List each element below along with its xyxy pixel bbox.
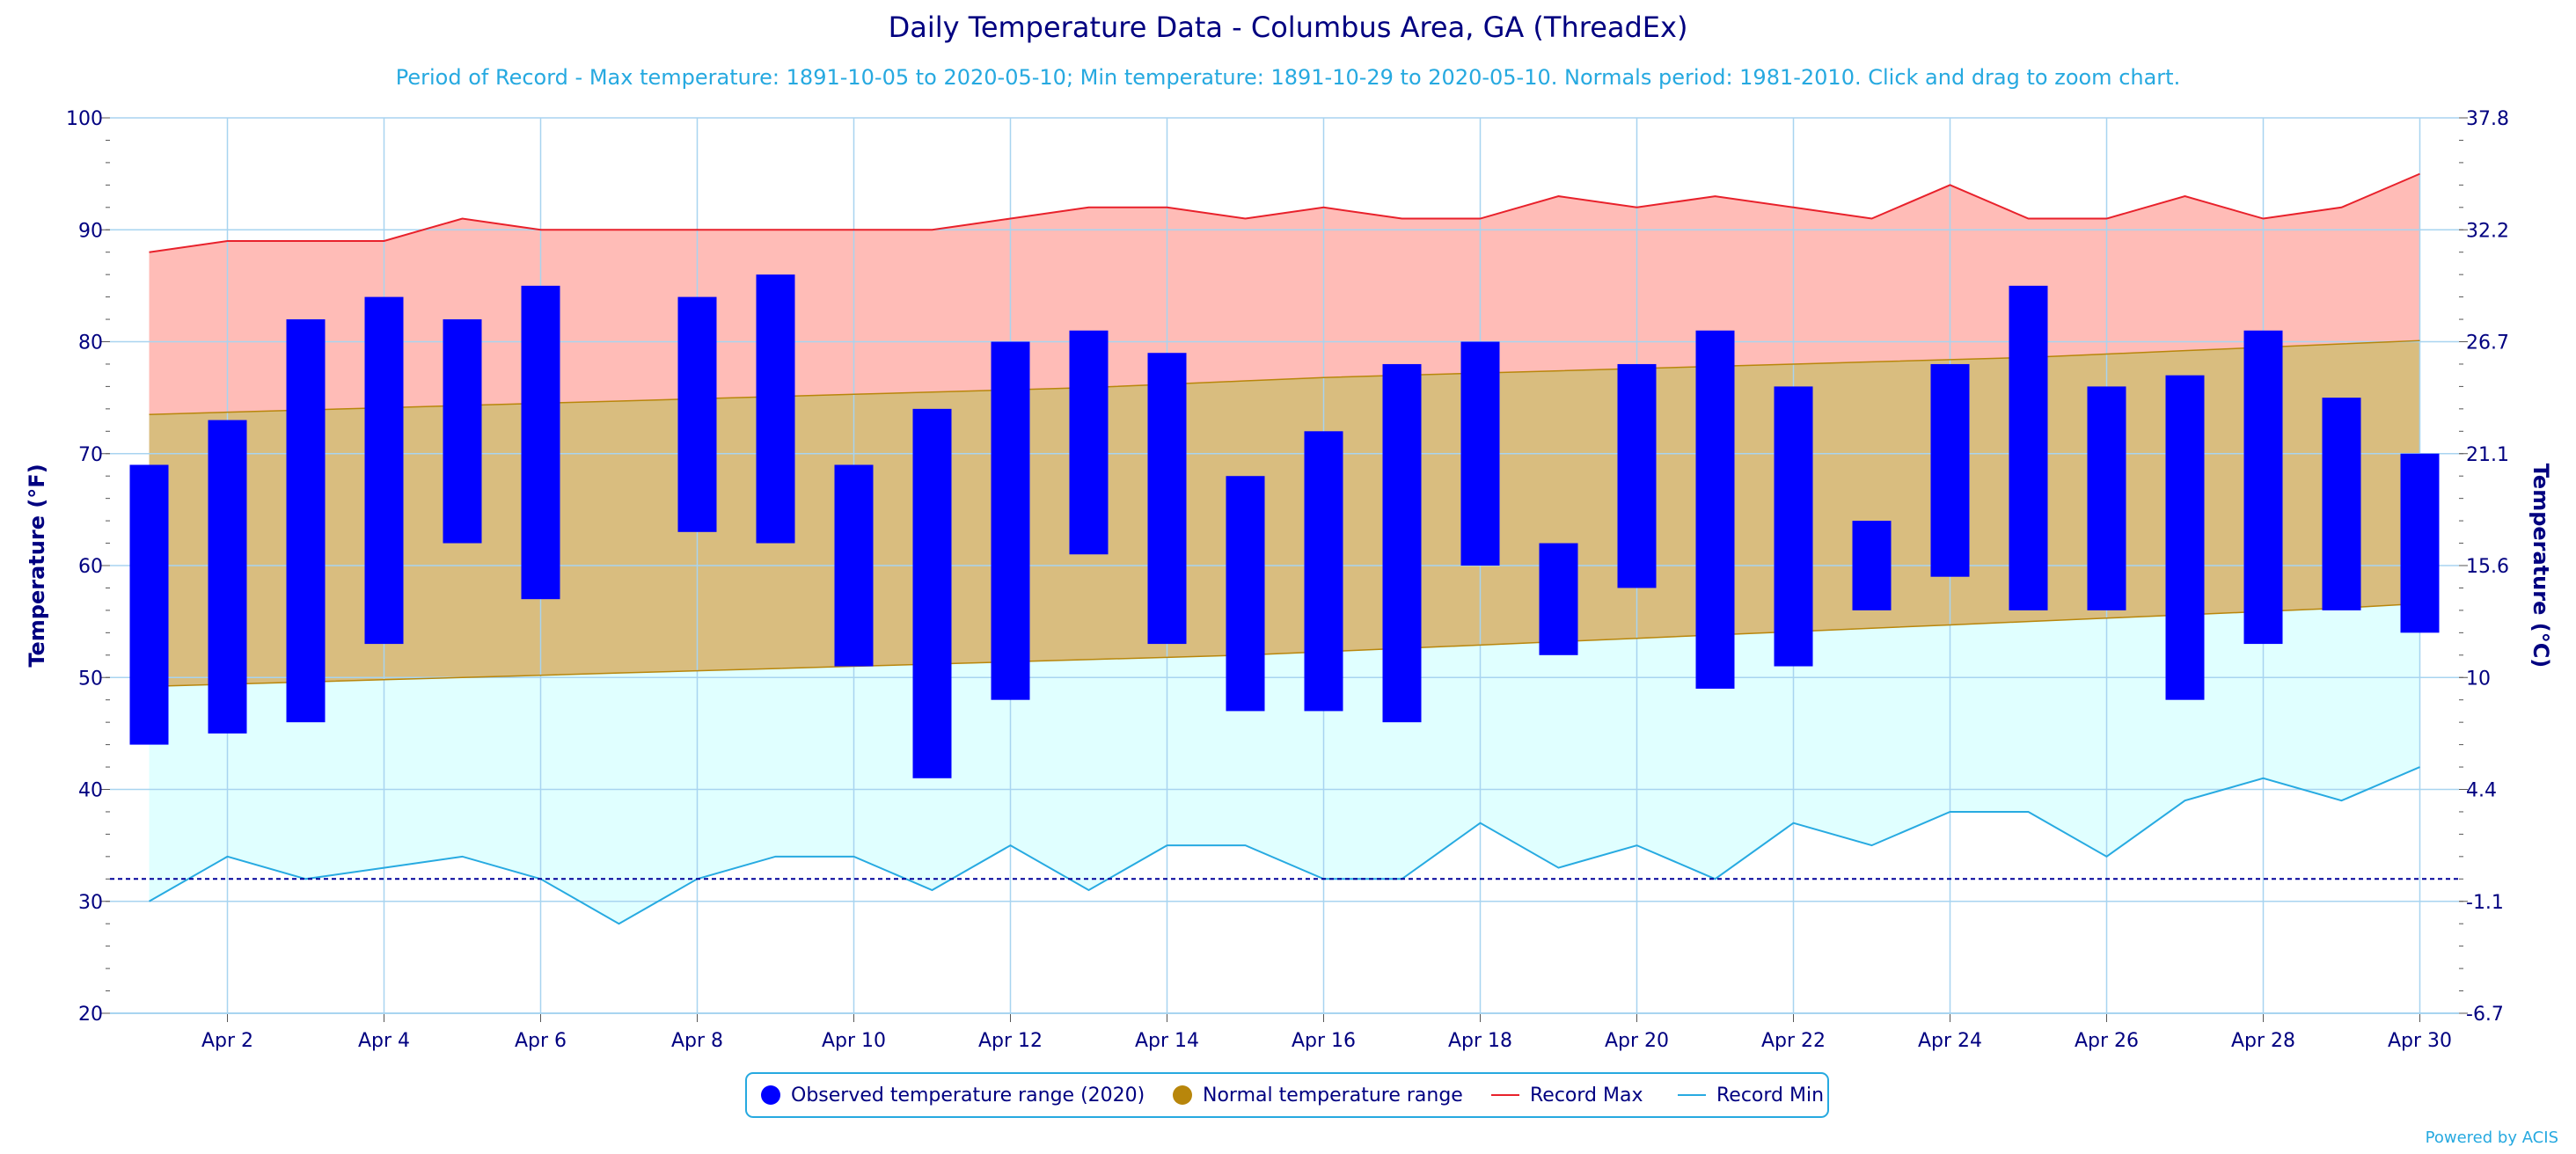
observed-range-bar [1695,330,1735,689]
normal-dot-icon [1173,1085,1192,1105]
record-min-line [149,766,2420,925]
x-tick-label: Apr 8 [671,1030,723,1052]
legend-label-observed: Observed temperature range (2020) [791,1084,1145,1107]
x-tick-label: Apr 4 [358,1030,410,1052]
observed-range-bar [1460,341,1500,566]
observed-range-bar [1069,330,1109,555]
x-tick-label: Apr 30 [2388,1030,2452,1052]
y-tick-label-right: -6.7 [2466,1004,2504,1026]
y-tick-label-right: 15.6 [2466,556,2509,578]
y-tick-label-right: 4.4 [2466,780,2497,802]
observed-range-bar [443,319,482,544]
observed-range-bar [2165,375,2205,700]
x-tick-label: Apr 20 [1605,1030,1669,1052]
y-tick-label-left: 100 [66,108,103,130]
y-axis-label-left: Temperature (°F) [25,464,49,667]
grid-layer [110,117,2459,1014]
chart-title: Daily Temperature Data - Columbus Area, … [888,11,1688,44]
y-tick-label-left: 50 [78,668,103,690]
x-tick-label: Apr 2 [201,1030,253,1052]
y-tick-label-left: 70 [78,444,103,466]
observed-range-bar [2009,285,2048,610]
band-layer [149,173,2420,924]
observed-range-bar [208,420,247,734]
record-max-line-icon [1491,1094,1519,1096]
y-tick-label-left: 20 [78,1004,103,1026]
record-max-band [149,173,2420,415]
x-tick-label: Apr 14 [1135,1030,1199,1052]
x-tick-label: Apr 16 [1292,1030,1356,1052]
normal-range-band [149,340,2420,687]
y-tick-label-left: 40 [78,780,103,802]
y-tick-label-left: 80 [78,332,103,354]
y-tick-label-left: 60 [78,556,103,578]
y-tick-label-right: 37.8 [2466,108,2509,130]
observed-range-bar [1226,476,1265,712]
y-axis-label-right: Temperature (°C) [2528,464,2553,668]
y-tick-label-right: -1.1 [2466,892,2504,914]
record-max-line [149,172,2420,253]
observed-range-bar [2087,386,2126,610]
y-tick-label-right: 32.2 [2466,220,2509,242]
legend-label-record-min: Record Min [1716,1084,1825,1107]
y-tick-label-left: 90 [78,220,103,242]
observed-range-bar [286,319,326,723]
observed-range-bar [2322,398,2361,610]
y-tick-label-right: 10 [2466,668,2491,690]
x-tick-label: Apr 22 [1761,1030,1826,1052]
x-tick-label: Apr 26 [2075,1030,2139,1052]
chart-subtitle: Period of Record - Max temperature: 1891… [395,65,2181,90]
legend-label-record-max: Record Max [1530,1084,1643,1107]
record-min-band [149,603,2420,924]
chart-legend: Observed temperature range (2020) Normal… [745,1072,1829,1118]
observed-range-bar [1852,521,1892,610]
observed-dot-icon [761,1085,780,1105]
legend-item-record-max[interactable]: Record Max [1491,1074,1643,1116]
observed-range-bar [2243,330,2283,645]
y-tick-label-left: 30 [78,892,103,914]
observed-range-bar [521,285,560,600]
legend-item-normal[interactable]: Normal temperature range [1173,1074,1463,1116]
x-tick-label: Apr 24 [1918,1030,1982,1052]
legend-item-record-min[interactable]: Record Min [1678,1074,1824,1116]
y-tick-label-right: 26.7 [2466,332,2509,354]
observed-range-bar [2400,453,2440,633]
legend-item-observed[interactable]: Observed temperature range (2020) [761,1074,1145,1116]
powered-by-credit[interactable]: Powered by ACIS [2425,1128,2558,1147]
observed-range-bar [991,341,1030,700]
observed-range-bar [1382,363,1422,723]
x-tick-label: Apr 6 [515,1030,567,1052]
observed-range-bar [834,464,874,667]
normal-low-line [149,603,2420,688]
observed-range-bar [1539,543,1578,655]
observed-range-bar [756,274,795,544]
observed-range-bar [129,464,169,745]
y-tick-label-right: 21.1 [2466,444,2509,466]
observed-range-bar [912,408,952,778]
x-tick-label: Apr 12 [978,1030,1043,1052]
observed-range-bar [1147,353,1187,645]
observed-bar-layer [129,274,2440,778]
x-tick-label: Apr 28 [2231,1030,2295,1052]
observed-range-bar [1774,386,1813,667]
observed-range-bar [1617,363,1657,588]
record-min-line-icon [1678,1094,1706,1096]
observed-range-bar [677,296,717,532]
observed-range-bar [1930,363,1970,577]
axis-layer: 20 -6.7 30 -1.1 40 4.4 50 10 60 15.6 70 21.1 80 26.7 9… [66,108,2509,1052]
legend-label-normal: Normal temperature range [1203,1084,1463,1107]
x-tick-label: Apr 18 [1448,1030,1512,1052]
observed-range-bar [364,296,404,645]
observed-range-bar [1304,431,1343,712]
x-tick-label: Apr 10 [822,1030,886,1052]
